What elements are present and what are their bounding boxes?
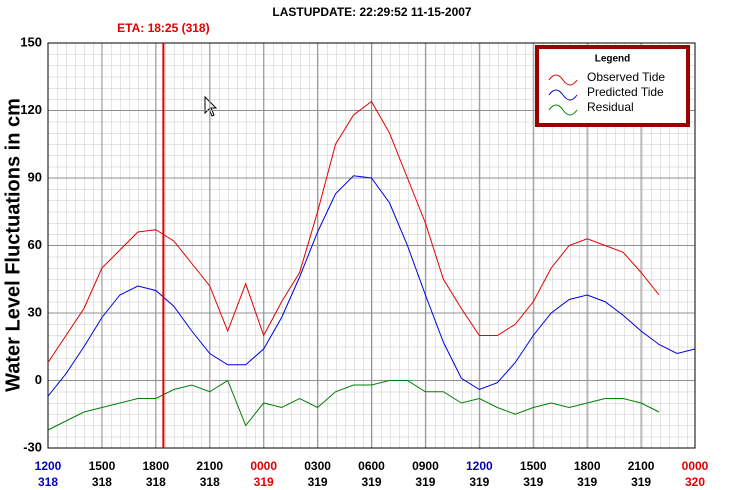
- legend-box: [535, 45, 690, 127]
- x-tick-day: 319: [361, 475, 381, 489]
- x-tick-day: 319: [523, 475, 543, 489]
- legend-label: Observed Tide: [587, 70, 665, 84]
- series-line: [47, 379, 660, 431]
- series-line: [47, 100, 660, 363]
- y-tick-label: 0: [35, 372, 42, 387]
- x-tick-day: 319: [631, 475, 651, 489]
- x-tick-label: 1500: [520, 459, 547, 473]
- x-tick-day: 319: [308, 475, 328, 489]
- legend-swatch: [548, 74, 578, 86]
- x-tick-label: 1200: [466, 459, 493, 473]
- legend-label: Residual: [587, 100, 634, 114]
- y-tick-label: 60: [28, 237, 42, 252]
- x-tick-day: 318: [38, 475, 58, 489]
- x-tick-label: 0300: [304, 459, 331, 473]
- legend-swatch: [548, 89, 578, 101]
- y-tick-label: 120: [20, 102, 42, 117]
- x-tick-label: 1200: [35, 459, 62, 473]
- x-tick-label: 1500: [89, 459, 116, 473]
- y-axis-label: Water Level Fluctuations in cm: [2, 98, 24, 392]
- x-tick-label: 0000: [682, 459, 709, 473]
- x-tick-day: 319: [469, 475, 489, 489]
- x-tick-label: 0600: [358, 459, 385, 473]
- y-tick-label: -30: [23, 439, 42, 454]
- x-tick-day: 318: [200, 475, 220, 489]
- cursor: [204, 95, 218, 117]
- chart-title: LASTUPDATE: 22:29:52 11-15-2007: [272, 5, 472, 19]
- series-line: [47, 175, 696, 397]
- x-tick-day: 319: [577, 475, 597, 489]
- x-tick-label: 1800: [142, 459, 169, 473]
- x-tick-day: 318: [146, 475, 166, 489]
- legend-swatch: [548, 104, 578, 116]
- x-tick-label: 0900: [412, 459, 439, 473]
- y-tick-label: 90: [28, 169, 42, 184]
- y-tick-label: 150: [20, 34, 42, 49]
- x-tick-day: 319: [415, 475, 435, 489]
- x-tick-label: 2100: [628, 459, 655, 473]
- y-tick-label: 30: [28, 304, 42, 319]
- x-tick-day: 320: [685, 475, 705, 489]
- eta-label: ETA: 18:25 (318): [117, 21, 209, 35]
- x-tick-day: 319: [254, 475, 274, 489]
- plot-border: [47, 42, 696, 449]
- x-tick-label: 0000: [250, 459, 277, 473]
- x-tick-label: 2100: [196, 459, 223, 473]
- legend-title: Legend: [595, 54, 631, 65]
- legend-label: Predicted Tide: [587, 85, 664, 99]
- x-tick-label: 1800: [574, 459, 601, 473]
- x-tick-day: 318: [92, 475, 112, 489]
